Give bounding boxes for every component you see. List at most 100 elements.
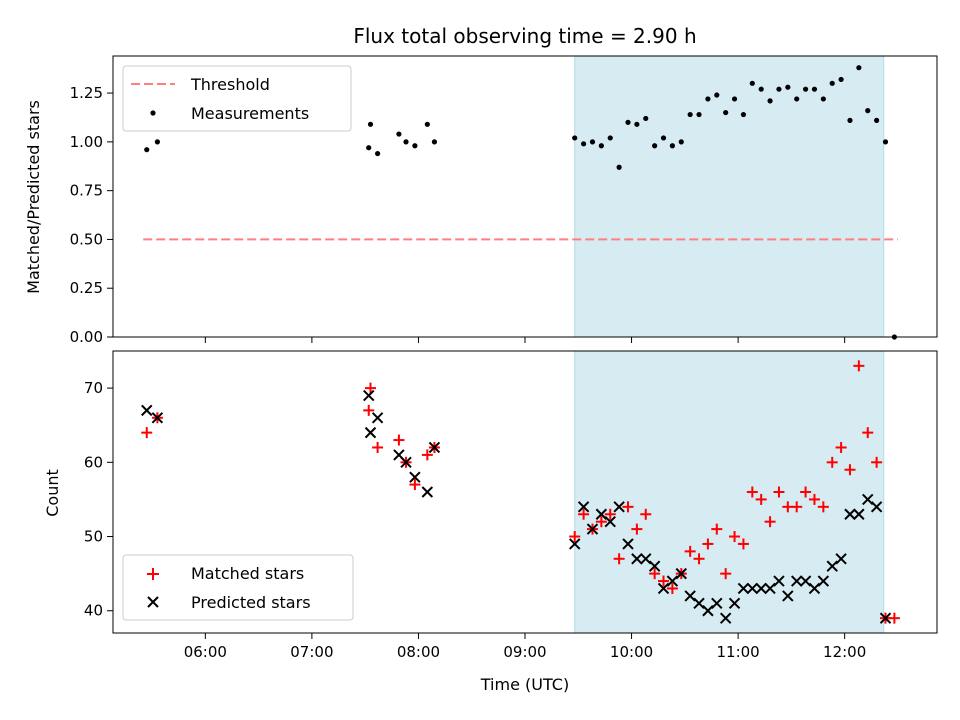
- measurement-point: [794, 96, 800, 102]
- measurement-point: [687, 111, 693, 118]
- y-tick-label: 40: [84, 602, 103, 620]
- matched-star-marker: [729, 531, 741, 543]
- measurement-point: [829, 80, 835, 86]
- matched-star-marker: [578, 508, 590, 520]
- predicted-star-marker: [844, 508, 856, 520]
- predicted-star-marker: [817, 575, 830, 587]
- measurement-point: [144, 147, 150, 153]
- predicted-star-marker: [684, 590, 696, 602]
- matched-star-marker: [737, 538, 749, 550]
- measurement-point: [598, 143, 604, 149]
- predicted-star-marker: [631, 553, 643, 565]
- predicted-star-marker: [755, 582, 767, 595]
- matched-star-marker: [871, 456, 883, 468]
- measurement-point: [776, 86, 782, 92]
- measurement-point: [882, 139, 889, 145]
- predicted-star-marker: [826, 560, 838, 572]
- count-axes-frame: [112, 350, 938, 634]
- count-legend: Matched stars Predicted stars: [122, 554, 354, 621]
- matched-star-marker: [622, 501, 634, 513]
- matched-star-marker: [800, 486, 812, 498]
- ratio-legend-box: [122, 65, 352, 132]
- measurement-point: [652, 143, 658, 149]
- measurement-point: [731, 96, 738, 102]
- count-legend-box: [122, 554, 354, 621]
- predicted-star-marker: [421, 486, 434, 498]
- measurement-point: [740, 111, 747, 118]
- predicted-star-marker: [728, 597, 741, 610]
- legend-matched-label: Matched stars: [191, 564, 304, 583]
- ratio-y-axis-label: Matched/Predicted stars: [24, 100, 43, 294]
- predicted-star-marker: [595, 508, 608, 520]
- measurement-point: [367, 121, 374, 127]
- predicted-star-marker: [746, 582, 759, 595]
- measurement-point: [811, 86, 818, 92]
- matched-star-marker: [702, 538, 714, 550]
- legend-matched-swatch: [147, 568, 159, 580]
- matched-star-marker: [764, 516, 776, 528]
- measurement-point: [403, 139, 409, 145]
- measurement-point: [589, 139, 596, 145]
- matched-star-marker: [569, 531, 581, 543]
- legend-measurements-swatch: [150, 110, 156, 116]
- measurement-point: [669, 143, 675, 149]
- ratio-y-ticks: 0.00 0.25 0.50 0.75 1.00 1.25: [70, 84, 113, 346]
- predicted-star-marker: [666, 575, 679, 587]
- matched-star-marker: [835, 441, 847, 453]
- predicted-star-marker: [640, 553, 652, 565]
- measurement-point: [820, 96, 826, 102]
- count-panel: 40 50 60 70 06:00 07:00 08:00 09:00 10:00 11:00 1…: [43, 350, 938, 694]
- predicted-star-marker: [835, 553, 847, 565]
- x-tick-label: 07:00: [290, 643, 333, 661]
- predicted-star-marker: [364, 426, 377, 439]
- predicted-star-marker: [719, 612, 732, 624]
- matched-star-marker: [693, 553, 705, 565]
- chart-title: Flux total observing time = 2.90 h: [353, 24, 696, 48]
- matched-star-marker: [862, 427, 874, 439]
- predicted-star-marker: [773, 575, 785, 587]
- ratio-panel: 0.00 0.25 0.50 0.75 1.00 1.25 Matched/Predict…: [24, 55, 938, 346]
- predicted-star-marker: [870, 501, 883, 513]
- matched-star-marker: [755, 493, 767, 505]
- matched-star-marker: [640, 508, 652, 520]
- measurement-point: [572, 135, 578, 141]
- matched-star-marker: [363, 404, 375, 416]
- matched-star-marker: [773, 486, 785, 498]
- measurement-point: [723, 109, 729, 116]
- measurement-point: [696, 111, 702, 118]
- matched-star-marker: [853, 360, 865, 372]
- predicted-star-marker: [790, 575, 803, 587]
- matched-star-marker: [684, 545, 696, 557]
- predicted-star-marker: [799, 575, 812, 587]
- predicted-star-marker: [693, 597, 705, 610]
- measurement-point: [802, 86, 809, 92]
- x-tick-label: 09:00: [503, 643, 546, 661]
- matched-star-marker: [791, 501, 803, 513]
- predicted-star-marker: [400, 456, 412, 469]
- matched-stars-points: [141, 360, 900, 624]
- y-tick-label: 70: [84, 379, 103, 397]
- measurement-point: [785, 84, 791, 90]
- predicted-star-marker: [862, 493, 874, 506]
- predicted-star-marker: [363, 389, 375, 402]
- measurement-point: [678, 139, 684, 145]
- legend-predicted-swatch: [147, 596, 159, 608]
- matched-star-marker: [711, 523, 723, 535]
- ratio-legend: Threshold Measurements: [122, 65, 352, 132]
- measurement-point: [767, 98, 773, 104]
- y-tick-label: 50: [84, 528, 103, 546]
- x-tick-label: 11:00: [716, 643, 759, 661]
- x-tick-label: 08:00: [397, 643, 440, 661]
- predicted-star-marker: [737, 582, 750, 595]
- measurement-point: [581, 141, 587, 147]
- measurement-point: [758, 86, 764, 92]
- matched-star-marker: [595, 516, 607, 528]
- measurement-point: [847, 117, 853, 123]
- measurement-point: [424, 121, 430, 127]
- y-tick-label: 0.75: [70, 182, 103, 200]
- matched-star-marker: [844, 464, 856, 476]
- measurement-points: [144, 65, 897, 340]
- predicted-star-marker: [782, 590, 794, 602]
- predicted-star-marker: [409, 471, 421, 483]
- matched-star-marker: [409, 479, 421, 491]
